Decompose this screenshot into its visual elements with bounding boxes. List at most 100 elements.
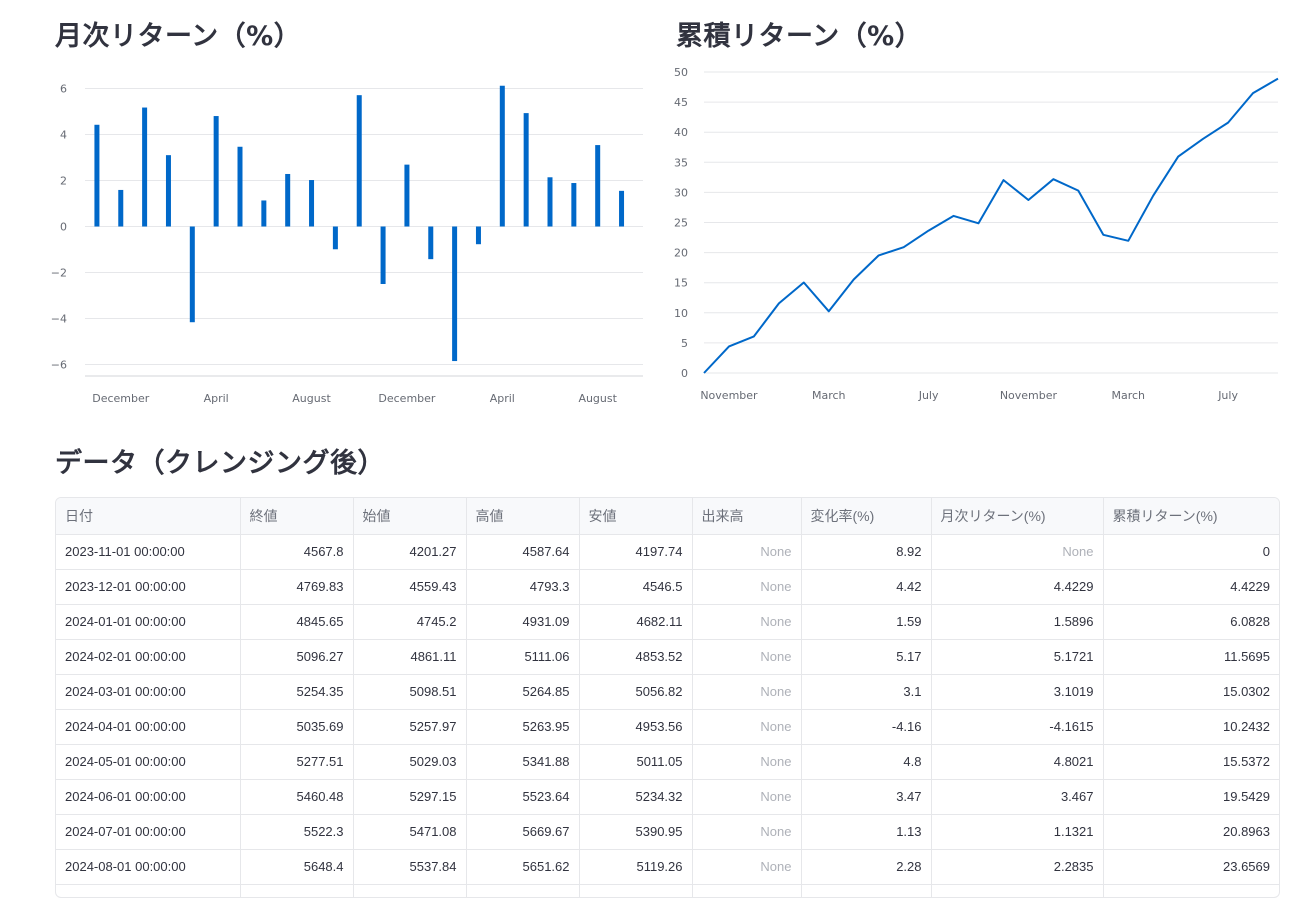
table-cell[interactable]: 5523.64	[466, 779, 580, 815]
table-cell[interactable]: 15.5372	[1103, 744, 1279, 780]
bar[interactable]	[237, 146, 243, 227]
table-row[interactable]: 2024-01-01 00:00:00 4845.65 4745.2 4931.09 4…	[56, 604, 1279, 640]
table-row[interactable]: 2024-04-01 00:00:00 5035.69 5257.97 5263.95…	[56, 709, 1279, 745]
table-cell[interactable]	[56, 884, 241, 897]
table-cell[interactable]	[579, 884, 693, 897]
table-cell[interactable]: 19.5429	[1103, 779, 1279, 815]
table-cell[interactable]: 4853.52	[579, 639, 693, 675]
column-header[interactable]: 安値	[579, 498, 693, 535]
table-cell[interactable]: 5035.69	[240, 709, 354, 745]
table-cell[interactable]: 5098.51	[353, 674, 467, 710]
table-cell[interactable]: 6.0828	[1103, 604, 1279, 640]
bar[interactable]	[309, 180, 315, 227]
table-cell[interactable]: 5341.88	[466, 744, 580, 780]
bar[interactable]	[189, 226, 195, 323]
table-cell[interactable]: 5471.08	[353, 814, 467, 850]
table-row[interactable]: 2023-12-01 00:00:00 4769.83 4559.43 4793.3 4…	[56, 569, 1279, 605]
table-cell[interactable]	[240, 884, 354, 897]
table-cell[interactable]: 4793.3	[466, 569, 580, 605]
table-cell[interactable]: 5277.51	[240, 744, 354, 780]
table-cell[interactable]: 5056.82	[579, 674, 693, 710]
table-cell[interactable]: 4559.43	[353, 569, 467, 605]
table-cell[interactable]: 20.8963	[1103, 814, 1279, 850]
table-cell[interactable]: 5390.95	[579, 814, 693, 850]
table-cell[interactable]: 11.5695	[1103, 639, 1279, 675]
table-cell[interactable]: 2023-11-01 00:00:00	[56, 534, 241, 570]
table-cell[interactable]: 2024-07-01 00:00:00	[56, 814, 241, 850]
table-cell[interactable]: 5537.84	[353, 849, 467, 885]
table-cell[interactable]	[931, 884, 1104, 897]
bar[interactable]	[523, 113, 529, 227]
table-cell[interactable]: 4845.65	[240, 604, 354, 640]
table-row[interactable]: 2024-05-01 00:00:00 5277.51 5029.03 5341.88…	[56, 744, 1279, 780]
table-cell[interactable]: 4682.11	[579, 604, 693, 640]
table-cell[interactable]: 3.1	[801, 674, 932, 710]
bar[interactable]	[499, 85, 505, 227]
table-cell[interactable]: -4.1615	[931, 709, 1104, 745]
table-cell[interactable]: 5651.62	[466, 849, 580, 885]
bar[interactable]	[94, 124, 100, 227]
table-cell[interactable]: 4745.2	[353, 604, 467, 640]
table-cell[interactable]: 4953.56	[579, 709, 693, 745]
table-cell[interactable]: 2024-05-01 00:00:00	[56, 744, 241, 780]
table-cell[interactable]: 4197.74	[579, 534, 693, 570]
bar[interactable]	[619, 190, 625, 227]
table-cell[interactable]	[1103, 884, 1279, 897]
column-header[interactable]: 出来高	[692, 498, 802, 535]
column-header[interactable]: 月次リターン(%)	[931, 498, 1104, 535]
table-cell[interactable]: 2024-04-01 00:00:00	[56, 709, 241, 745]
table-row[interactable]: 2024-03-01 00:00:00 5254.35 5098.51 5264.85…	[56, 674, 1279, 710]
table-cell[interactable]	[692, 884, 802, 897]
table-cell[interactable]: None	[692, 709, 802, 745]
bar[interactable]	[571, 183, 577, 227]
column-header[interactable]: 始値	[353, 498, 467, 535]
column-header[interactable]: 累積リターン(%)	[1103, 498, 1279, 535]
column-header[interactable]: 変化率(%)	[801, 498, 932, 535]
table-cell[interactable]: 3.1019	[931, 674, 1104, 710]
table-cell[interactable]: 5254.35	[240, 674, 354, 710]
table-cell[interactable]: None	[692, 604, 802, 640]
table-row[interactable]: 2023-11-01 00:00:00 4567.8 4201.27 4587.64 4…	[56, 534, 1279, 570]
table-cell[interactable]: 5264.85	[466, 674, 580, 710]
table-cell[interactable]: 8.92	[801, 534, 932, 570]
table-cell[interactable]: 2.28	[801, 849, 932, 885]
table-cell[interactable]: -4.16	[801, 709, 932, 745]
table-cell[interactable]: 5648.4	[240, 849, 354, 885]
bar[interactable]	[356, 95, 362, 227]
table-cell[interactable]: 4.8021	[931, 744, 1104, 780]
table-cell[interactable]: 2024-06-01 00:00:00	[56, 779, 241, 815]
table-cell[interactable]: 10.2432	[1103, 709, 1279, 745]
table-cell[interactable]: None	[692, 639, 802, 675]
table-cell[interactable]: None	[692, 814, 802, 850]
bar[interactable]	[165, 155, 171, 227]
table-cell[interactable]: 4769.83	[240, 569, 354, 605]
table-cell[interactable]: 5263.95	[466, 709, 580, 745]
table-cell[interactable]: None	[692, 779, 802, 815]
table-cell[interactable]: 2024-03-01 00:00:00	[56, 674, 241, 710]
table-cell[interactable]	[466, 884, 580, 897]
table-cell[interactable]: 0	[1103, 534, 1279, 570]
bar[interactable]	[428, 226, 434, 260]
table-cell[interactable]: 2024-08-01 00:00:00	[56, 849, 241, 885]
table-cell[interactable]: 1.13	[801, 814, 932, 850]
bar[interactable]	[142, 107, 148, 227]
column-header[interactable]: 終値	[240, 498, 354, 535]
bar[interactable]	[595, 145, 601, 227]
table-cell[interactable]: None	[931, 534, 1104, 570]
table-cell[interactable]: 4.4229	[1103, 569, 1279, 605]
table-cell[interactable]: None	[692, 674, 802, 710]
table-row[interactable]: 2024-07-01 00:00:00 5522.3 5471.08 5669.67 5…	[56, 814, 1279, 850]
table-cell[interactable]: 1.1321	[931, 814, 1104, 850]
table-cell[interactable]: 15.0302	[1103, 674, 1279, 710]
bar[interactable]	[118, 189, 124, 227]
bar[interactable]	[547, 177, 553, 227]
table-cell[interactable]: 4567.8	[240, 534, 354, 570]
table-cell[interactable]: None	[692, 744, 802, 780]
table-cell[interactable]: 4.8	[801, 744, 932, 780]
table-cell[interactable]: 5297.15	[353, 779, 467, 815]
table-cell[interactable]: 5460.48	[240, 779, 354, 815]
table-cell[interactable]: 5011.05	[579, 744, 693, 780]
table-cell[interactable]: 2024-01-01 00:00:00	[56, 604, 241, 640]
table-cell[interactable]: None	[692, 569, 802, 605]
